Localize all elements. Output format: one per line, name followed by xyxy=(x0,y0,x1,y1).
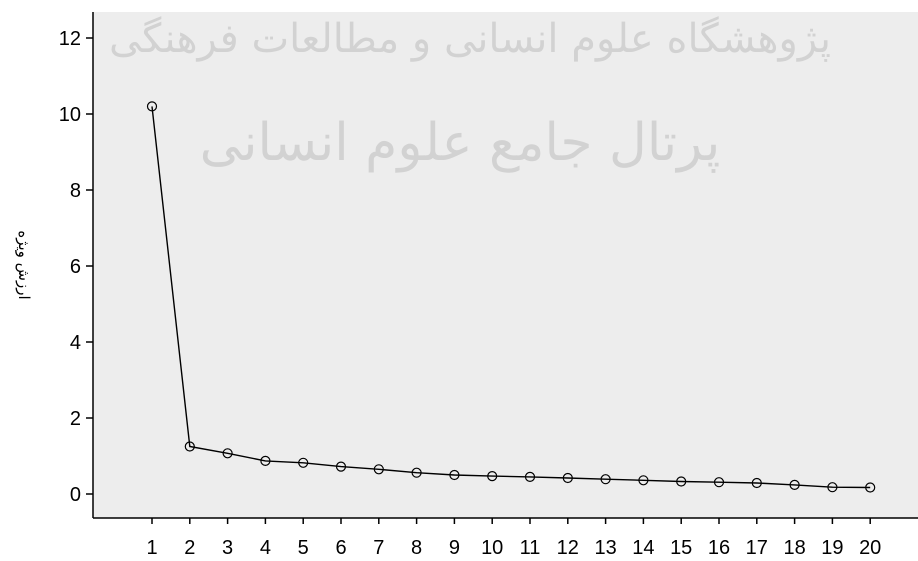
data-point xyxy=(184,441,195,452)
x-tick-label: 5 xyxy=(298,537,309,559)
data-point xyxy=(487,471,498,482)
x-tick-label: 11 xyxy=(520,537,541,559)
plot-area-background xyxy=(93,12,918,518)
x-tick-label: 10 xyxy=(481,537,503,559)
x-tick-label: 18 xyxy=(783,537,805,559)
watermark-line-2: پرتال جامع علوم انسانی xyxy=(200,113,721,173)
data-point xyxy=(713,477,725,488)
y-tick-label: 0 xyxy=(70,484,81,506)
x-tick-label: 8 xyxy=(411,537,422,559)
y-tick-label: 12 xyxy=(59,28,81,50)
x-tick-label: 19 xyxy=(821,537,843,559)
y-tick-label: 4 xyxy=(70,332,81,354)
x-tick-label: 7 xyxy=(373,537,384,559)
x-tick-label: 17 xyxy=(746,537,768,559)
data-point xyxy=(449,469,460,481)
x-tick-label: 6 xyxy=(335,537,346,559)
data-point xyxy=(411,467,422,478)
x-tick-label: 12 xyxy=(557,537,579,559)
x-tick-label: 15 xyxy=(670,537,692,559)
series-line xyxy=(151,106,871,489)
y-tick-label: 8 xyxy=(70,180,81,202)
y-axis-title: ارزش ویژه xyxy=(15,230,33,299)
x-tick-label: 14 xyxy=(632,537,654,559)
data-point xyxy=(562,472,573,484)
x-tick-label: 9 xyxy=(449,537,460,559)
data-point xyxy=(865,482,876,493)
x-tick-label: 2 xyxy=(184,537,195,559)
data-point xyxy=(222,448,233,459)
data-point xyxy=(335,461,347,472)
x-tick-label: 16 xyxy=(708,537,730,559)
data-point xyxy=(676,476,687,487)
watermark: پژوهشگاه علوم انسانی و مطالعات فرهنگی پر… xyxy=(109,16,831,173)
data-point xyxy=(600,474,611,485)
data-point xyxy=(827,482,838,493)
data-point xyxy=(260,455,271,466)
data-point xyxy=(373,464,384,475)
watermark-line-1: پژوهشگاه علوم انسانی و مطالعات فرهنگی xyxy=(109,16,831,62)
data-point xyxy=(146,101,158,112)
series-polyline xyxy=(151,106,871,489)
x-tick-label: 20 xyxy=(859,537,881,559)
x-tick-label: 3 xyxy=(222,537,233,559)
data-point xyxy=(524,471,536,482)
y-tick-label: 2 xyxy=(70,408,81,430)
x-tick-label: 13 xyxy=(594,537,616,559)
data-point xyxy=(298,457,309,468)
data-point xyxy=(789,479,800,490)
x-tick-label: 4 xyxy=(260,537,271,559)
x-axis-ticks: 1 2 3 4 5 6 7 8 9 10 11 12 13 14 15 16 17 18 19 20 xyxy=(146,518,881,559)
data-point xyxy=(638,475,649,486)
data-point xyxy=(751,477,762,489)
series-points xyxy=(146,101,876,493)
y-tick-label: 6 xyxy=(70,256,81,278)
x-tick-label: 1 xyxy=(146,537,157,559)
y-axis-ticks: 0 2 4 6 8 10 12 xyxy=(59,28,93,506)
y-tick-label: 10 xyxy=(59,104,81,126)
